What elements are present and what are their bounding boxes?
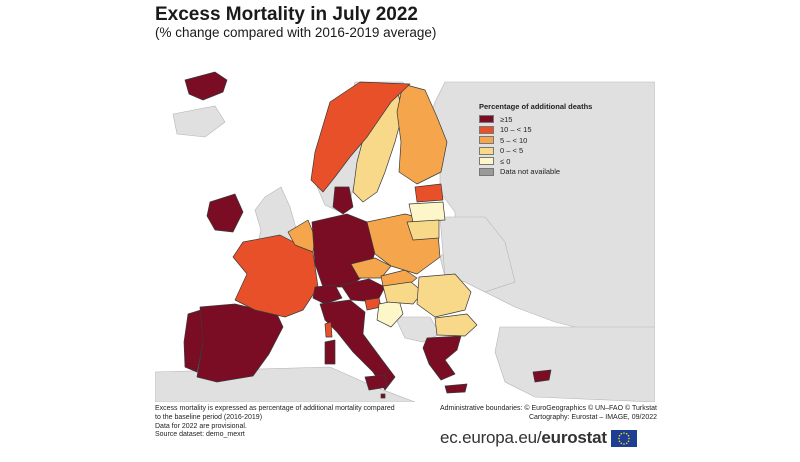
eurostat-brand[interactable]: ec.europa.eu/eurostat <box>440 427 637 449</box>
country-slovakia <box>380 269 418 287</box>
country-estonia <box>414 183 444 203</box>
credit-line: Administrative boundaries: © EuroGeograp… <box>439 405 657 412</box>
legend-label: ≥15 <box>500 114 513 124</box>
country-iceland <box>184 71 228 101</box>
legend-swatch <box>479 157 494 166</box>
map-title: Excess Mortality in July 2022 <box>155 4 418 25</box>
legend-item: ≤ 0 <box>479 156 649 167</box>
brand-prefix: ec.europa.eu/ <box>440 428 542 447</box>
map-legend: Percentage of additional deaths ≥15 10 –… <box>479 102 649 177</box>
note-line: Source dataset: demo_mexrt <box>155 431 245 439</box>
country-romania <box>416 273 472 318</box>
legend-item: ≥15 <box>479 114 649 125</box>
map-credits: Administrative boundaries: © EuroGeograp… <box>425 405 657 423</box>
country-czechia <box>350 257 392 279</box>
country-latvia <box>408 201 446 223</box>
credit-line: Cartography: Eurostat – IMAGE, 09/2022 <box>528 413 657 421</box>
map-subtitle: (% change compared with 2016-2019 averag… <box>155 25 437 40</box>
legend-swatch <box>479 136 494 145</box>
country-crete <box>444 383 468 394</box>
eu-flag-icon <box>610 429 637 447</box>
country-cyprus <box>532 369 552 383</box>
country-lithuania <box>406 219 440 241</box>
legend-label: Data not available <box>500 167 561 177</box>
country-finland <box>396 83 448 185</box>
legend-item: 10 – < 15 <box>479 125 649 136</box>
legend-item: Data not available <box>479 167 649 178</box>
legend-swatch <box>479 125 494 134</box>
region-iceland-greenland <box>172 105 226 138</box>
legend-swatch <box>479 115 494 124</box>
country-corsica <box>324 321 333 338</box>
country-malta <box>380 393 386 399</box>
country-sardinia <box>324 339 336 365</box>
legend-swatch <box>479 167 494 176</box>
legend-item: 0 – < 5 <box>479 146 649 157</box>
legend-title: Percentage of additional deaths <box>479 102 593 111</box>
note-line: Excess mortality is expressed as percent… <box>155 405 395 412</box>
legend-item: 5 – < 10 <box>479 135 649 146</box>
country-greece <box>422 335 462 381</box>
legend-swatch <box>479 146 494 155</box>
country-austria <box>340 278 386 303</box>
country-switzerland <box>312 284 343 305</box>
legend-label: 0 – < 5 <box>500 146 524 156</box>
country-denmark <box>332 186 354 215</box>
map-notes: Excess mortality is expressed as percent… <box>155 405 425 440</box>
brand-link[interactable]: ec.europa.eu/eurostat <box>440 428 607 448</box>
country-ireland <box>206 193 244 233</box>
country-italy <box>319 299 396 391</box>
legend-label: 5 – < 10 <box>500 135 528 145</box>
brand-name: eurostat <box>541 428 607 447</box>
legend-label: 10 – < 15 <box>500 125 532 135</box>
note-line: to the baseline period (2016-2019) <box>155 413 263 421</box>
europe-choropleth-map <box>155 42 655 402</box>
country-bulgaria <box>434 313 478 337</box>
region-turkey <box>494 326 655 402</box>
note-line: Data for 2022 are provisional. <box>155 422 247 430</box>
legend-label: ≤ 0 <box>500 156 511 166</box>
country-norway-north <box>310 81 411 193</box>
country-sicily <box>364 374 388 391</box>
